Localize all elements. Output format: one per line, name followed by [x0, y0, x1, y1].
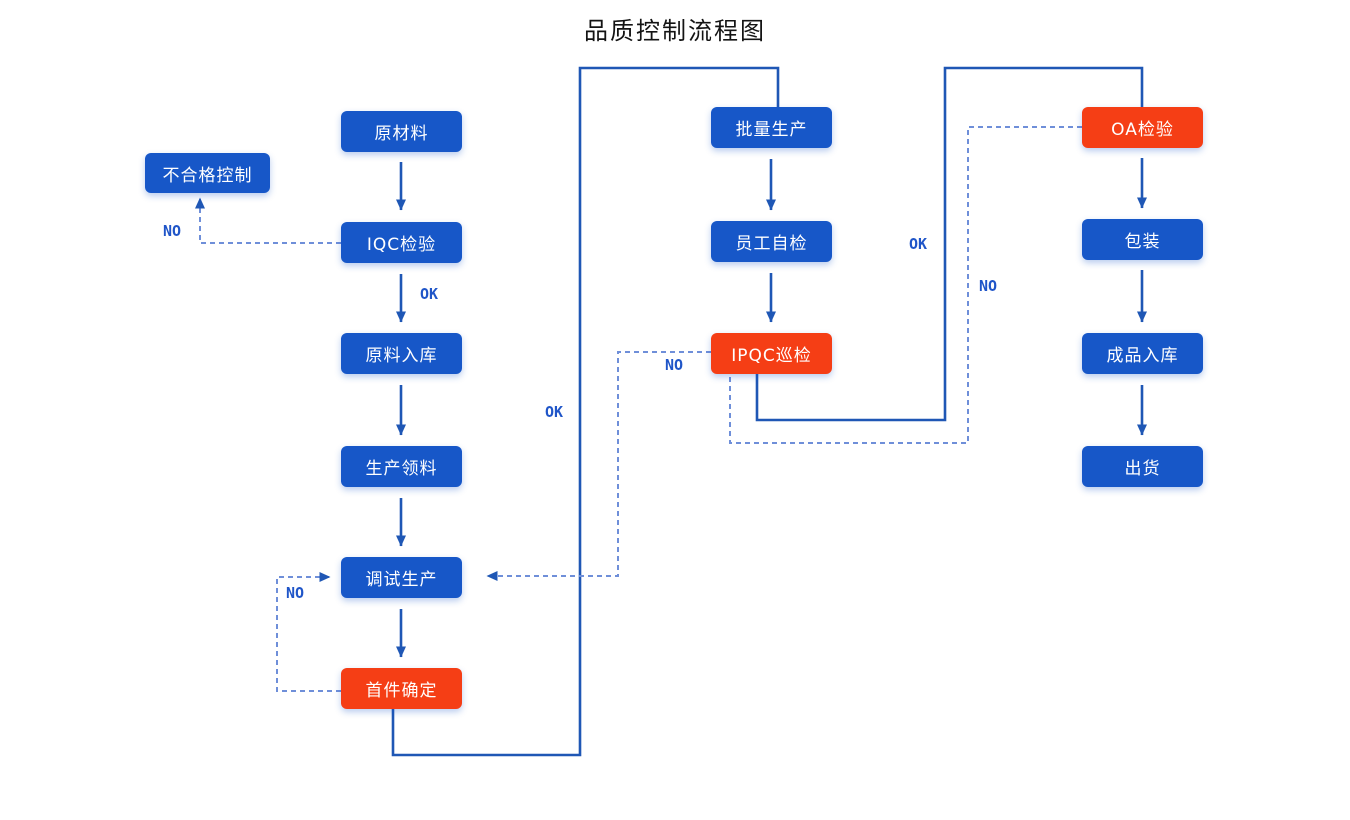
edge-label-ipqc-ok: OK — [909, 235, 928, 253]
node-employee-self-check: 员工自检 — [711, 221, 832, 262]
node-label: IPQC巡检 — [731, 346, 812, 366]
node-label: 调试生产 — [365, 570, 438, 590]
node-shipment: 出货 — [1082, 446, 1203, 487]
node-raw-material: 原材料 — [341, 111, 462, 152]
connector-first-ok-to-batch — [391, 66, 780, 757]
node-label: 原料入库 — [365, 346, 438, 366]
node-label: 成品入库 — [1106, 346, 1179, 366]
node-label: 原材料 — [374, 124, 429, 144]
connector-iqc-no-to-unqualified — [195, 197, 341, 244]
edge-label-first-article-no: NO — [286, 584, 305, 602]
node-batch-production: 批量生产 — [711, 107, 832, 148]
page-title: 品质控制流程图 — [584, 17, 766, 45]
node-label: 包装 — [1124, 232, 1161, 252]
node-label: 出货 — [1124, 459, 1161, 479]
connector-ipqc-ok-to-oa — [755, 66, 1144, 422]
node-trial-production: 调试生产 — [341, 557, 462, 598]
node-iqc-inspection: IQC检验 — [341, 222, 462, 263]
edge-label-iqc-no: NO — [163, 222, 182, 240]
node-label: OA检验 — [1111, 120, 1174, 140]
node-raw-material-storage: 原料入库 — [341, 333, 462, 374]
node-first-article-confirm: 首件确定 — [341, 668, 462, 709]
edge-label-ipqc-no: NO — [665, 356, 684, 374]
edge-label-iqc-ok: OK — [420, 285, 439, 303]
node-ipqc-patrol-inspection: IPQC巡检 — [711, 333, 832, 374]
connector-oa-no-to-ipqc — [729, 126, 1082, 444]
connector-first-no-to-trial — [276, 572, 341, 692]
node-label: 生产领料 — [365, 459, 438, 479]
node-label: 不合格控制 — [162, 165, 253, 186]
node-label: 首件确定 — [365, 681, 438, 701]
node-label: 批量生产 — [735, 120, 808, 140]
node-label: 员工自检 — [735, 234, 808, 254]
node-finished-goods-storage: 成品入库 — [1082, 333, 1203, 374]
node-unqualified-control: 不合格控制 — [145, 153, 270, 193]
node-label: IQC检验 — [366, 235, 437, 255]
node-production-picking: 生产领料 — [341, 446, 462, 487]
node-oa-inspection: OA检验 — [1082, 107, 1203, 148]
edge-label-first-article-ok: OK — [545, 403, 564, 421]
edge-label-oa-no: NO — [979, 277, 998, 295]
node-packaging: 包装 — [1082, 219, 1203, 260]
connector-ipqc-no-to-trial — [486, 351, 711, 581]
